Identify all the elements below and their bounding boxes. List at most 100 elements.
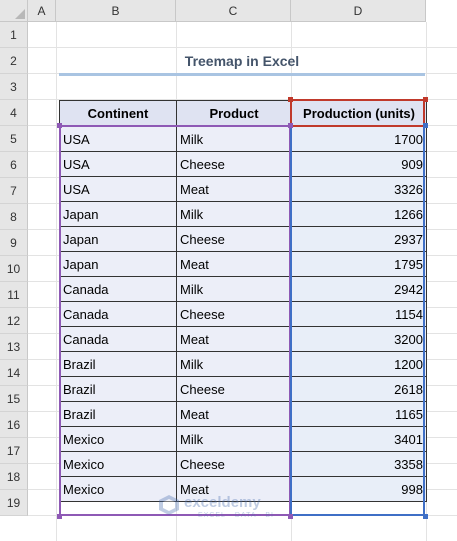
column-header-d[interactable]: D — [291, 0, 426, 22]
table-row: Japan Milk 1266 — [59, 201, 427, 227]
table-row: USA Cheese 909 — [59, 151, 427, 177]
header-product[interactable]: Product — [176, 100, 292, 127]
cell-product[interactable]: Milk — [176, 201, 292, 227]
cell-continent[interactable]: Mexico — [59, 451, 177, 477]
row-header[interactable]: 10 — [0, 256, 28, 282]
table-row: Japan Cheese 2937 — [59, 226, 427, 252]
selection-handle[interactable] — [57, 123, 62, 128]
selection-handle[interactable] — [57, 514, 62, 519]
cell-production[interactable]: 2937 — [291, 226, 427, 252]
gridline — [28, 515, 457, 516]
cell-product[interactable]: Meat — [176, 476, 292, 502]
selection-handle[interactable] — [288, 97, 293, 102]
cell-production[interactable]: 3358 — [291, 451, 427, 477]
row-header[interactable]: 8 — [0, 204, 28, 230]
row-header[interactable]: 9 — [0, 230, 28, 256]
cell-continent[interactable]: USA — [59, 126, 177, 152]
selection-handle[interactable] — [288, 123, 293, 128]
cell-product[interactable]: Meat — [176, 176, 292, 202]
data-table: Continent Product Production (units) USA… — [59, 100, 427, 502]
cell-product[interactable]: Milk — [176, 426, 292, 452]
cell-production[interactable]: 1154 — [291, 301, 427, 327]
cell-production[interactable]: 3326 — [291, 176, 427, 202]
selection-handle[interactable] — [423, 123, 428, 128]
cell-product[interactable]: Cheese — [176, 376, 292, 402]
cell-product[interactable]: Milk — [176, 126, 292, 152]
title-underline — [59, 73, 425, 76]
row-header[interactable]: 1 — [0, 22, 28, 48]
cell-continent[interactable]: Japan — [59, 201, 177, 227]
header-continent[interactable]: Continent — [59, 100, 177, 127]
gridline — [28, 99, 457, 100]
cell-continent[interactable]: Brazil — [59, 376, 177, 402]
cell-continent[interactable]: Canada — [59, 326, 177, 352]
column-header-a[interactable]: A — [28, 0, 56, 22]
cell-continent[interactable]: USA — [59, 151, 177, 177]
row-header[interactable]: 5 — [0, 126, 28, 152]
table-row: Mexico Cheese 3358 — [59, 451, 427, 477]
row-header[interactable]: 2 — [0, 48, 28, 74]
row-header[interactable]: 7 — [0, 178, 28, 204]
select-all-corner[interactable] — [0, 0, 28, 22]
cell-continent[interactable]: Mexico — [59, 426, 177, 452]
cell-product[interactable]: Milk — [176, 276, 292, 302]
row-header[interactable]: 3 — [0, 74, 28, 100]
table-row: Brazil Milk 1200 — [59, 351, 427, 377]
table-row: Canada Cheese 1154 — [59, 301, 427, 327]
row-header[interactable]: 17 — [0, 438, 28, 464]
selection-handle[interactable] — [423, 97, 428, 102]
cell-product[interactable]: Cheese — [176, 301, 292, 327]
row-header[interactable]: 11 — [0, 282, 28, 308]
column-header-c[interactable]: C — [176, 0, 291, 22]
cell-continent[interactable]: Brazil — [59, 401, 177, 427]
cell-production[interactable]: 1266 — [291, 201, 427, 227]
cell-continent[interactable]: Mexico — [59, 476, 177, 502]
cell-production[interactable]: 2618 — [291, 376, 427, 402]
column-header-b[interactable]: B — [56, 0, 176, 22]
cell-product[interactable]: Meat — [176, 326, 292, 352]
row-header[interactable]: 4 — [0, 100, 28, 126]
cell-product[interactable]: Meat — [176, 251, 292, 277]
cell-product[interactable]: Milk — [176, 351, 292, 377]
cell-production[interactable]: 1700 — [291, 126, 427, 152]
cell-product[interactable]: Cheese — [176, 226, 292, 252]
table-row: Canada Milk 2942 — [59, 276, 427, 302]
table-row: Mexico Milk 3401 — [59, 426, 427, 452]
header-row: Continent Product Production (units) — [59, 100, 427, 127]
row-header[interactable]: 19 — [0, 490, 28, 516]
selection-handle[interactable] — [423, 514, 428, 519]
table-row: Canada Meat 3200 — [59, 326, 427, 352]
cell-production[interactable]: 998 — [291, 476, 427, 502]
selection-handle[interactable] — [288, 514, 293, 519]
cell-continent[interactable]: Japan — [59, 251, 177, 277]
cell-product[interactable]: Cheese — [176, 451, 292, 477]
cell-production[interactable]: 3401 — [291, 426, 427, 452]
row-header[interactable]: 16 — [0, 412, 28, 438]
cell-product[interactable]: Cheese — [176, 151, 292, 177]
row-header[interactable]: 13 — [0, 334, 28, 360]
cell-continent[interactable]: Canada — [59, 276, 177, 302]
cell-production[interactable]: 2942 — [291, 276, 427, 302]
row-header[interactable]: 15 — [0, 386, 28, 412]
table-row: USA Meat 3326 — [59, 176, 427, 202]
table-row: Japan Meat 1795 — [59, 251, 427, 277]
row-header[interactable]: 14 — [0, 360, 28, 386]
cell-continent[interactable]: Japan — [59, 226, 177, 252]
row-header[interactable]: 6 — [0, 152, 28, 178]
cell-product[interactable]: Meat — [176, 401, 292, 427]
cell-production[interactable]: 1200 — [291, 351, 427, 377]
table-row: Brazil Cheese 2618 — [59, 376, 427, 402]
select-all-triangle-icon — [15, 9, 25, 19]
row-header[interactable]: 18 — [0, 464, 28, 490]
cell-continent[interactable]: Brazil — [59, 351, 177, 377]
header-production[interactable]: Production (units) — [291, 100, 427, 127]
cell-production[interactable]: 3200 — [291, 326, 427, 352]
cell-production[interactable]: 909 — [291, 151, 427, 177]
cell-production[interactable]: 1795 — [291, 251, 427, 277]
sheet-title[interactable]: Treemap in Excel — [184, 53, 300, 69]
cell-continent[interactable]: USA — [59, 176, 177, 202]
cell-production[interactable]: 1165 — [291, 401, 427, 427]
row-header[interactable]: 12 — [0, 308, 28, 334]
cell-continent[interactable]: Canada — [59, 301, 177, 327]
